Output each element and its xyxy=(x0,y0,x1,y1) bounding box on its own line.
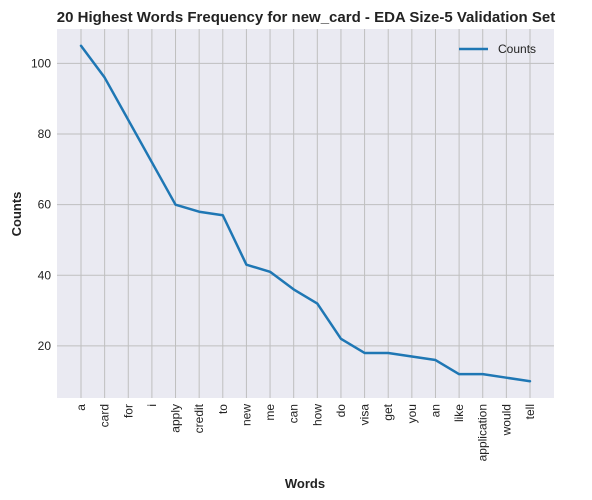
series-group xyxy=(79,44,532,383)
x-tick-label: for xyxy=(121,404,135,418)
x-tick-labels: a card for i apply credit to new me can how do visa g… xyxy=(74,403,537,461)
x-tick-label: an xyxy=(428,404,442,417)
x-tick-label: new xyxy=(239,404,253,426)
x-tick-label: tell xyxy=(523,404,537,419)
chart-title: 20 Highest Words Frequency for new_card … xyxy=(57,9,555,26)
x-tick-label: a xyxy=(74,404,88,411)
x-tick-label: get xyxy=(381,403,395,420)
x-tick-label: me xyxy=(263,404,277,421)
y-tick-label: 20 xyxy=(38,339,52,353)
y-tick-label: 80 xyxy=(38,127,52,141)
y-tick-label: 60 xyxy=(38,198,52,212)
x-tick-label: to xyxy=(216,404,230,414)
x-tick-label: how xyxy=(310,404,324,426)
x-axis-label: Words xyxy=(285,476,325,491)
x-tick-label: like xyxy=(452,404,466,422)
x-tick-label: would xyxy=(499,404,513,436)
x-tick-label: i xyxy=(145,404,159,407)
y-tick-label: 40 xyxy=(38,268,52,282)
x-tick-label: you xyxy=(405,404,419,423)
x-tick-label: visa xyxy=(358,404,372,426)
y-axis-label: Counts xyxy=(9,192,24,237)
x-tick-label: do xyxy=(334,404,348,418)
grid xyxy=(57,29,554,398)
y-tick-labels: 20 40 60 80 100 xyxy=(31,56,51,352)
x-tick-label: credit xyxy=(192,403,206,433)
x-tick-label: card xyxy=(98,404,112,427)
x-tick-label: application xyxy=(476,404,490,461)
legend: Counts xyxy=(459,42,536,56)
plot-area xyxy=(57,29,554,398)
x-tick-label: apply xyxy=(169,404,183,433)
y-tick-label: 100 xyxy=(31,56,51,70)
x-tick-label: can xyxy=(287,404,301,423)
series-line-counts xyxy=(79,44,532,383)
legend-label-counts: Counts xyxy=(498,42,536,56)
